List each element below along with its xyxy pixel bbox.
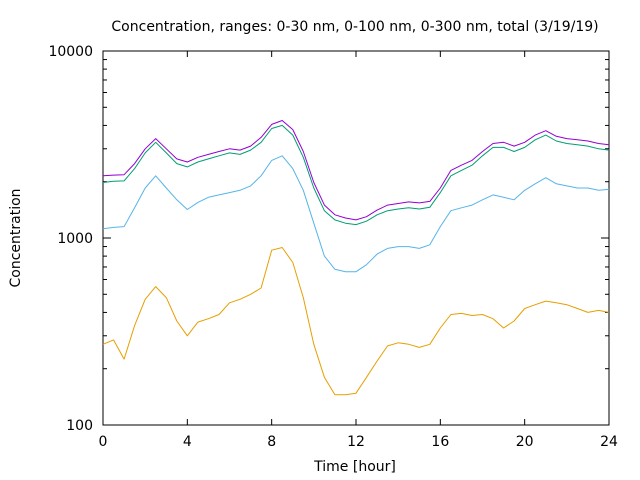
x-tick-label: 24 xyxy=(600,434,618,450)
y-tick-label: 1000 xyxy=(57,231,93,247)
x-tick-label: 4 xyxy=(183,434,192,450)
x-tick-label: 8 xyxy=(267,434,276,450)
y-tick-label: 100 xyxy=(66,418,93,434)
series-layer xyxy=(102,120,610,396)
x-tick-label: 12 xyxy=(347,434,365,450)
plot-frame xyxy=(102,50,610,426)
series-line-3 xyxy=(102,124,610,226)
x-axis-label: Time [hour] xyxy=(313,459,396,475)
y-axis-label: Concentration xyxy=(8,188,24,287)
y-axis-ticks: 100 1000 10000 xyxy=(48,44,609,434)
series-line-2 xyxy=(102,155,610,273)
x-axis-ticks: 0 4 8 12 16 20 24 xyxy=(99,51,618,450)
chart-title: Concentration, ranges: 0-30 nm, 0-100 nm… xyxy=(111,19,598,35)
series-line-1 xyxy=(102,247,610,396)
series-line-4 xyxy=(102,120,610,221)
y-tick-label: 10000 xyxy=(48,44,93,60)
x-tick-label: 0 xyxy=(99,434,108,450)
x-tick-label: 16 xyxy=(431,434,449,450)
x-tick-label: 20 xyxy=(516,434,534,450)
